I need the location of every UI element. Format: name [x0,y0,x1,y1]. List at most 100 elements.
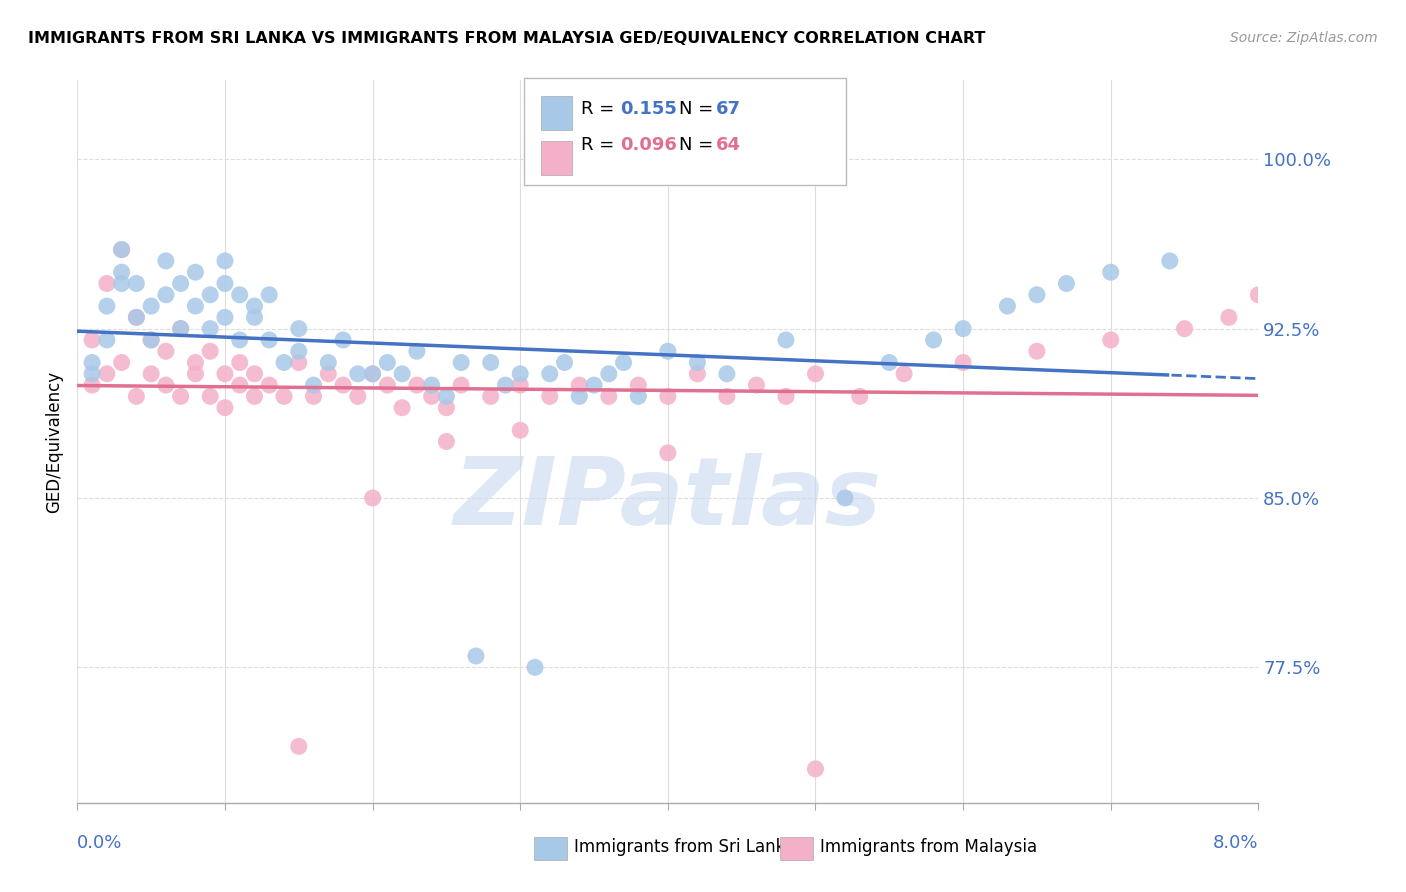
Point [657,389,679,403]
Point [82,367,104,381]
Point [657,344,679,359]
Point [346,389,368,403]
Point [346,367,368,381]
Point [169,321,191,335]
Point [228,355,252,369]
Point [141,333,163,347]
Point [583,378,606,392]
Point [1099,265,1122,279]
Text: R =: R = [581,100,620,118]
Point [686,355,709,369]
Point [96,367,118,381]
Point [332,378,354,392]
Point [288,321,311,335]
Point [568,378,591,392]
Text: IMMIGRANTS FROM SRI LANKA VS IMMIGRANTS FROM MALAYSIA GED/EQUIVALENCY CORRELATIO: IMMIGRANTS FROM SRI LANKA VS IMMIGRANTS … [28,31,986,46]
Point [184,299,207,313]
Point [479,389,502,403]
Point [141,367,163,381]
Text: 0.096: 0.096 [620,136,676,153]
Point [464,648,488,663]
Point [598,389,620,403]
Point [716,367,738,381]
Point [420,389,443,403]
Point [377,355,399,369]
Point [155,378,177,392]
Point [200,287,222,301]
Point [82,378,104,392]
Point [214,253,236,268]
Point [775,333,797,347]
Point [155,287,177,301]
Point [627,389,650,403]
Text: Immigrants from Sri Lanka: Immigrants from Sri Lanka [574,838,794,855]
Point [214,401,236,415]
Point [200,389,222,403]
Point [125,310,148,325]
Point [686,367,709,381]
Text: R =: R = [581,136,620,153]
Point [96,333,118,347]
Point [125,310,148,325]
Point [538,389,561,403]
Point [302,378,325,392]
Point [169,321,191,335]
Text: 8.0%: 8.0% [1213,834,1258,852]
Point [111,243,132,257]
Point [804,367,827,381]
Point [302,389,325,403]
Point [155,253,177,268]
Point [598,367,620,381]
Point [997,299,1019,313]
Point [361,367,384,381]
Text: Source: ZipAtlas.com: Source: ZipAtlas.com [1230,31,1378,45]
Point [775,389,797,403]
Point [243,389,266,403]
Point [952,321,974,335]
Point [141,333,163,347]
Point [1026,287,1049,301]
Point [361,491,384,505]
Point [1218,310,1240,325]
Point [111,355,132,369]
Point [436,401,458,415]
Point [391,367,413,381]
Point [169,277,191,291]
Point [259,378,281,392]
Text: N =: N = [679,100,718,118]
Point [125,277,148,291]
Point [200,344,222,359]
Point [82,355,104,369]
Point [228,287,252,301]
Point [259,287,281,301]
Point [214,367,236,381]
Point [804,762,827,776]
Point [406,344,429,359]
Point [125,389,148,403]
Point [243,367,266,381]
Point [273,389,295,403]
Point [184,355,207,369]
Point [1056,277,1078,291]
Point [184,265,207,279]
Point [96,299,118,313]
Point [495,378,517,392]
Point [1247,287,1270,301]
Point [450,378,472,392]
Y-axis label: GED/Equivalency: GED/Equivalency [45,370,63,513]
Point [155,344,177,359]
Point [479,355,502,369]
Point [509,378,531,392]
Point [259,333,281,347]
Point [509,423,531,437]
Point [716,389,738,403]
Text: 0.155: 0.155 [620,100,676,118]
Point [82,333,104,347]
Point [111,265,132,279]
Point [538,367,561,381]
Point [332,333,354,347]
Point [141,299,163,313]
Point [657,446,679,460]
Point [111,243,132,257]
Text: Immigrants from Malaysia: Immigrants from Malaysia [820,838,1036,855]
